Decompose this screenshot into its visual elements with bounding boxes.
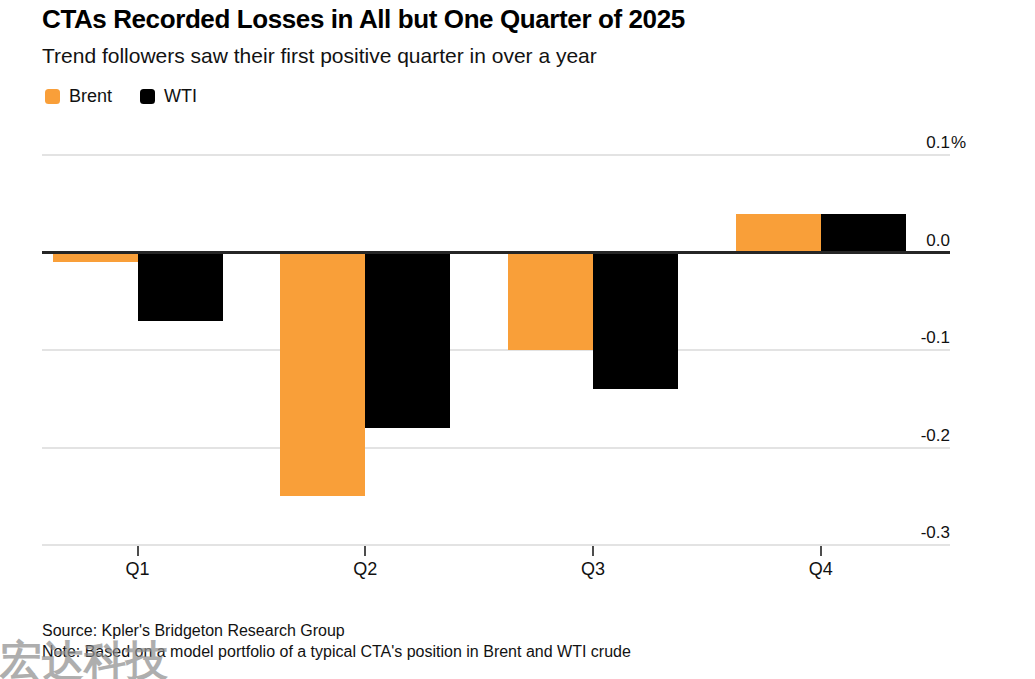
x-axis-label-q1: Q1 bbox=[93, 559, 183, 580]
y-axis-label-value: 0.1 bbox=[926, 133, 950, 152]
y-axis-label: 0.1% bbox=[0, 133, 950, 153]
x-axis-label-q3: Q3 bbox=[548, 559, 638, 580]
y-axis-label-value: -0.1 bbox=[921, 328, 950, 347]
gridline bbox=[42, 447, 950, 449]
gridline bbox=[42, 154, 950, 156]
plot-area: 0.1% 0.0 -0.1 -0.2 -0.3 Q1 Q2 Q3 Q4 bbox=[0, 0, 1035, 679]
y-axis-label: -0.3 bbox=[0, 523, 950, 543]
bar-brent-q2 bbox=[280, 253, 365, 497]
gridline bbox=[42, 544, 950, 546]
y-axis-label: -0.2 bbox=[0, 426, 950, 446]
note-text: Note: Based on a model portfolio of a ty… bbox=[42, 641, 631, 662]
y-axis-label-value: 0.0 bbox=[926, 231, 950, 250]
chart-page: CTAs Recorded Losses in All but One Quar… bbox=[0, 0, 1035, 679]
source-text: Source: Kpler's Bridgeton Research Group bbox=[42, 620, 631, 641]
footer: Source: Kpler's Bridgeton Research Group… bbox=[42, 620, 631, 662]
zero-line bbox=[42, 251, 950, 254]
gridline bbox=[42, 349, 950, 351]
y-axis-label-value: -0.2 bbox=[921, 426, 950, 445]
y-axis-label-value: -0.3 bbox=[921, 523, 950, 542]
x-axis-label-q2: Q2 bbox=[320, 559, 410, 580]
y-axis-label: 0.0 bbox=[0, 231, 950, 251]
x-axis-tick bbox=[820, 546, 822, 556]
bar-wti-q3 bbox=[593, 253, 678, 390]
x-axis-tick bbox=[364, 546, 366, 556]
y-axis-label: -0.1 bbox=[0, 328, 950, 348]
x-axis-tick bbox=[592, 546, 594, 556]
bar-wti-q1 bbox=[138, 253, 223, 321]
x-axis-tick bbox=[137, 546, 139, 556]
y-axis-unit-suffix: % bbox=[951, 133, 966, 153]
x-axis-label-q4: Q4 bbox=[776, 559, 866, 580]
